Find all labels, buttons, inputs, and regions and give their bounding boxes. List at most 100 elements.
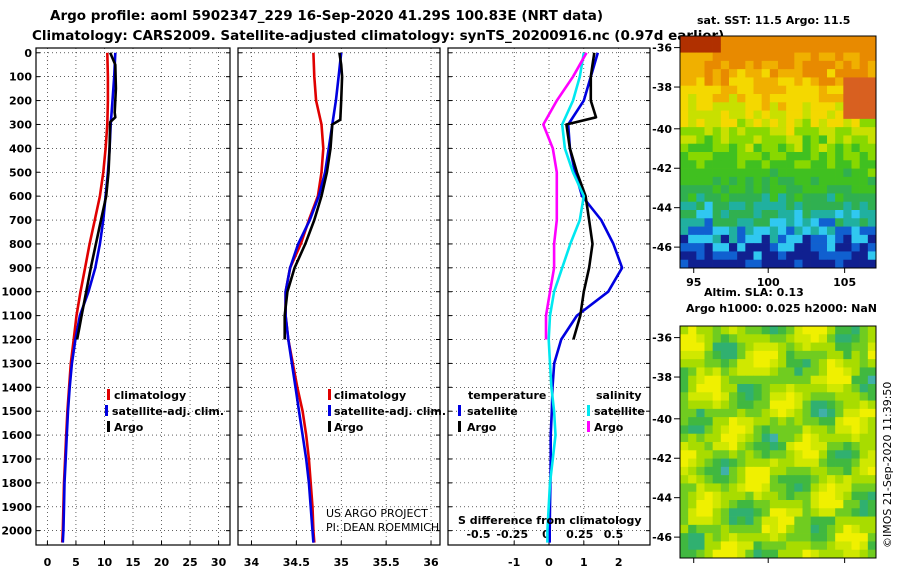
sla-map-cell — [867, 375, 877, 385]
sla-map-cell — [851, 408, 860, 418]
credit-project: US ARGO PROJECT — [326, 507, 428, 520]
sst-map-cell — [843, 94, 852, 103]
sst-map-cell — [729, 251, 738, 261]
sst-map-cell — [802, 259, 811, 269]
sst-map-cell — [818, 226, 828, 236]
sst-map-cell — [729, 201, 738, 211]
sst-map-cell — [745, 152, 754, 161]
sst-map-cell — [843, 259, 852, 269]
sla-map-cell — [851, 350, 860, 360]
sla-map-cell — [843, 450, 852, 459]
sst-map-cell — [835, 152, 844, 161]
sst-map-cell — [810, 94, 820, 103]
sla-map-cell — [786, 524, 795, 534]
sla-map-cell — [810, 516, 820, 526]
sla-map-cell — [761, 533, 771, 542]
sla-map-cell — [769, 500, 779, 509]
sla-map-cell — [753, 450, 762, 459]
sst-map-cell — [794, 259, 803, 269]
legend-swatch-sal-argo — [587, 421, 590, 432]
sst-lat-label: -40 — [652, 123, 672, 136]
series-line-argo — [75, 52, 118, 340]
sst-map-cell — [843, 135, 852, 145]
sst-map-cell — [761, 94, 771, 103]
sla-map-cell — [737, 334, 746, 343]
sla-map-cell — [688, 417, 697, 426]
sst-map-cell — [688, 77, 697, 87]
sla-map-cell — [729, 433, 738, 443]
sst-map-cell — [818, 210, 828, 219]
sla-map-cell — [704, 350, 713, 360]
sst-lat-label: -44 — [652, 202, 672, 215]
sst-map-cell — [778, 60, 787, 70]
depth-tick-label: 600 — [9, 190, 32, 203]
sst-map-cell — [778, 135, 787, 145]
x-axis-labels: 0 5 10 15 20 25 30 34 34.5 35 35.5 36 -1 0 1 2 -0.5 -0.25… — [44, 528, 624, 569]
sst-map-cell — [680, 60, 689, 70]
sla-map-cell — [761, 549, 771, 559]
sla-map-cell — [778, 375, 787, 385]
sst-map-cell — [729, 234, 738, 244]
sla-map-cell — [851, 516, 860, 526]
sst-map-cell — [818, 160, 828, 169]
sst-map-cell — [712, 201, 722, 211]
sla-map-cell — [720, 425, 730, 435]
sst-map-cell — [696, 60, 705, 70]
sla-map-cell — [827, 359, 836, 368]
sst-map-cell — [867, 201, 877, 211]
sla-map-cell — [769, 342, 779, 352]
sst-map-cell — [729, 36, 738, 45]
sla-map-cell — [769, 367, 779, 377]
sla-map-cell — [688, 367, 697, 377]
sst-map-cell — [745, 201, 754, 211]
sla-map-cell — [802, 375, 811, 385]
sla-map-cell — [867, 524, 877, 534]
sla-map-cell — [835, 549, 844, 559]
sla-map-cell — [704, 508, 713, 517]
sla-map-cell — [843, 417, 852, 426]
sla-map-cell — [696, 533, 705, 542]
sst-map-cell — [680, 102, 689, 111]
sla-map-cell — [859, 392, 869, 401]
sst-map-cell — [794, 52, 803, 62]
sst-map-cell — [729, 85, 738, 95]
sst-map-cell — [753, 251, 762, 261]
sst-map-cell — [810, 168, 820, 178]
sla-map-cell — [794, 425, 803, 435]
sla-map-cell — [729, 400, 738, 410]
sla-map-cell — [810, 466, 820, 476]
sst-map-cell — [867, 85, 877, 95]
sst-map-cell — [778, 118, 787, 128]
grid-layer — [36, 48, 650, 545]
sst-map-cell — [720, 60, 730, 70]
sst-map-cell — [802, 201, 811, 211]
sla-map-cell — [680, 350, 689, 360]
sst-map-cell — [753, 69, 762, 78]
sst-map-cell — [745, 102, 754, 111]
sst-map-cell — [802, 110, 811, 120]
sst-map-cell — [729, 52, 738, 62]
sst-map-cell — [729, 102, 738, 111]
sla-map-cell — [737, 450, 746, 459]
sst-map-cell — [720, 69, 730, 78]
sst-map-cell — [786, 201, 795, 211]
sla-map-cell — [786, 384, 795, 393]
sst-map-cell — [720, 143, 730, 153]
sla-map-cell — [761, 442, 771, 451]
sla-map-cell — [712, 491, 722, 501]
sla-map-cell — [818, 533, 828, 542]
sla-map-cell — [810, 433, 820, 443]
sst-map-cell — [827, 77, 836, 87]
sst-map-cell — [867, 218, 877, 227]
sst-map-cell — [737, 77, 746, 87]
sla-map-cell — [851, 400, 860, 410]
x-tick-label: 0 — [44, 556, 52, 569]
sla-map-cell — [827, 483, 836, 493]
sst-map-cell — [769, 243, 779, 252]
sla-map-cell — [818, 508, 828, 517]
sla-map-cell — [737, 342, 746, 352]
sla-map-cell — [851, 466, 860, 476]
sst-map-cell — [696, 44, 705, 53]
sla-map-cell — [737, 433, 746, 443]
sst-map-cell — [835, 259, 844, 269]
